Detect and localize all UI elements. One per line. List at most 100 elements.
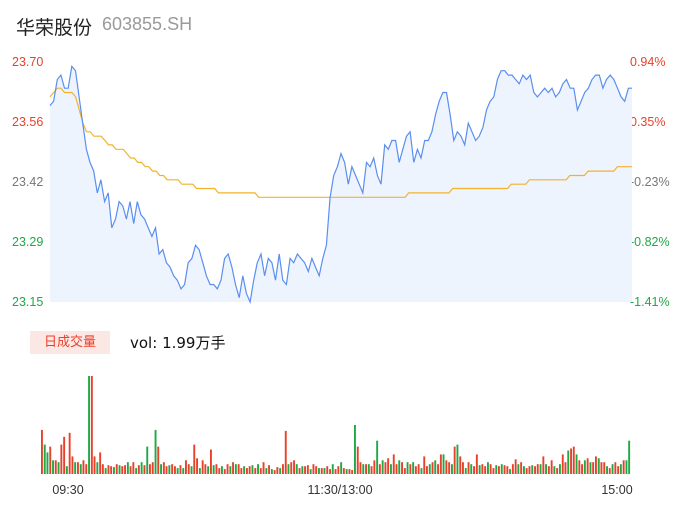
volume-bar [104, 468, 107, 474]
volume-bar [79, 464, 82, 474]
volume-bar [378, 464, 381, 474]
percent-tick-label: -1.41% [630, 295, 670, 309]
volume-bar [107, 465, 110, 474]
volume-bar [550, 460, 553, 474]
price-tick-label: 23.56 [12, 115, 43, 129]
volume-bar [187, 464, 190, 474]
volume-bar [301, 466, 304, 474]
volume-bar [284, 430, 287, 474]
volume-bar [226, 464, 229, 474]
volume-bar [234, 464, 237, 474]
volume-bar [212, 465, 215, 474]
volume-bar [323, 468, 326, 474]
volume-bar [46, 452, 49, 474]
volume-bars [41, 376, 631, 474]
volume-bar [561, 454, 564, 474]
volume-bar [531, 465, 534, 474]
volume-bar [240, 468, 243, 474]
volume-bar [246, 468, 248, 474]
volume-bar [137, 465, 140, 474]
volume-bar [304, 466, 306, 474]
volume-bar [581, 464, 583, 474]
percent-tick-label: 0.35% [630, 115, 665, 129]
volume-bar [306, 465, 309, 474]
volume-bar [290, 462, 293, 474]
volume-bar [43, 444, 46, 474]
volume-bar [342, 468, 345, 474]
volume-bar [185, 460, 187, 474]
volume-bar [437, 464, 439, 474]
volume-bar [439, 454, 442, 474]
volume-bar [248, 466, 251, 474]
volume-bar [259, 468, 262, 474]
volume-bar [262, 462, 265, 474]
volume-bar [506, 466, 509, 474]
volume-bar [401, 462, 403, 474]
volume-bar [414, 466, 417, 474]
volume-bar [176, 468, 179, 474]
volume-bar [564, 462, 567, 474]
volume-bar [334, 469, 337, 474]
volume-bar [279, 468, 282, 474]
volume-bar [365, 464, 367, 474]
time-tick-label: 15:00 [601, 483, 632, 497]
volume-bar [376, 440, 379, 474]
volume-bar [453, 446, 456, 474]
volume-bar [207, 466, 210, 474]
volume-bar [174, 466, 176, 474]
volume-bar [113, 467, 115, 474]
volume-bar [132, 462, 135, 474]
volume-bar [426, 466, 428, 474]
volume-bar [90, 376, 93, 474]
price-axis-left: 23.70 23.56 23.42 23.29 23.15 [12, 55, 43, 309]
volume-bar [345, 469, 348, 474]
volume-bar [162, 462, 165, 474]
volume-bar [597, 458, 600, 474]
volume-bar [606, 466, 608, 474]
volume-bar [567, 450, 570, 474]
volume-bar [406, 462, 409, 474]
volume-bar [617, 466, 620, 474]
volume-bar [525, 468, 528, 474]
volume-bar [456, 444, 459, 474]
volume-bar [193, 444, 196, 474]
volume-bar [462, 462, 464, 474]
volume-bar [586, 458, 589, 474]
volume-bar [603, 462, 606, 474]
volume-bar [611, 464, 614, 474]
volume-bar [614, 462, 617, 474]
volume-bar [85, 464, 88, 474]
percent-tick-label: 0.94% [630, 55, 665, 69]
time-tick-label: 11:30/13:00 [307, 483, 372, 497]
volume-bar [265, 468, 268, 474]
volume-bar [251, 465, 254, 474]
volume-bar [88, 376, 90, 474]
volume-bar [135, 468, 138, 474]
volume-bar [403, 468, 406, 474]
volume-bar [431, 462, 434, 474]
volume-bar [196, 458, 198, 474]
volume-bar [320, 468, 323, 474]
volume-bar [487, 462, 489, 474]
volume-bar [57, 462, 60, 474]
time-tick-label: 09:30 [52, 483, 83, 497]
volume-bar [489, 464, 492, 474]
volume-bar [589, 462, 592, 474]
volume-bar [547, 466, 550, 474]
volume-bar [509, 469, 511, 474]
volume-bar [318, 468, 320, 474]
volume-bar [171, 464, 174, 474]
volume-bar [218, 468, 221, 474]
volume-bar [451, 464, 453, 474]
volume-bar [254, 468, 257, 474]
volume-bar [41, 429, 43, 474]
volume-bar [559, 464, 561, 474]
volume-tab[interactable]: 日成交量 [30, 331, 110, 354]
percent-tick-label: -0.23% [630, 175, 670, 189]
volume-bar [423, 456, 426, 474]
volume-bar [542, 456, 545, 474]
volume-bar [312, 464, 315, 474]
volume-bar [595, 456, 597, 474]
volume-bar [348, 469, 351, 474]
volume-bar [82, 460, 85, 474]
